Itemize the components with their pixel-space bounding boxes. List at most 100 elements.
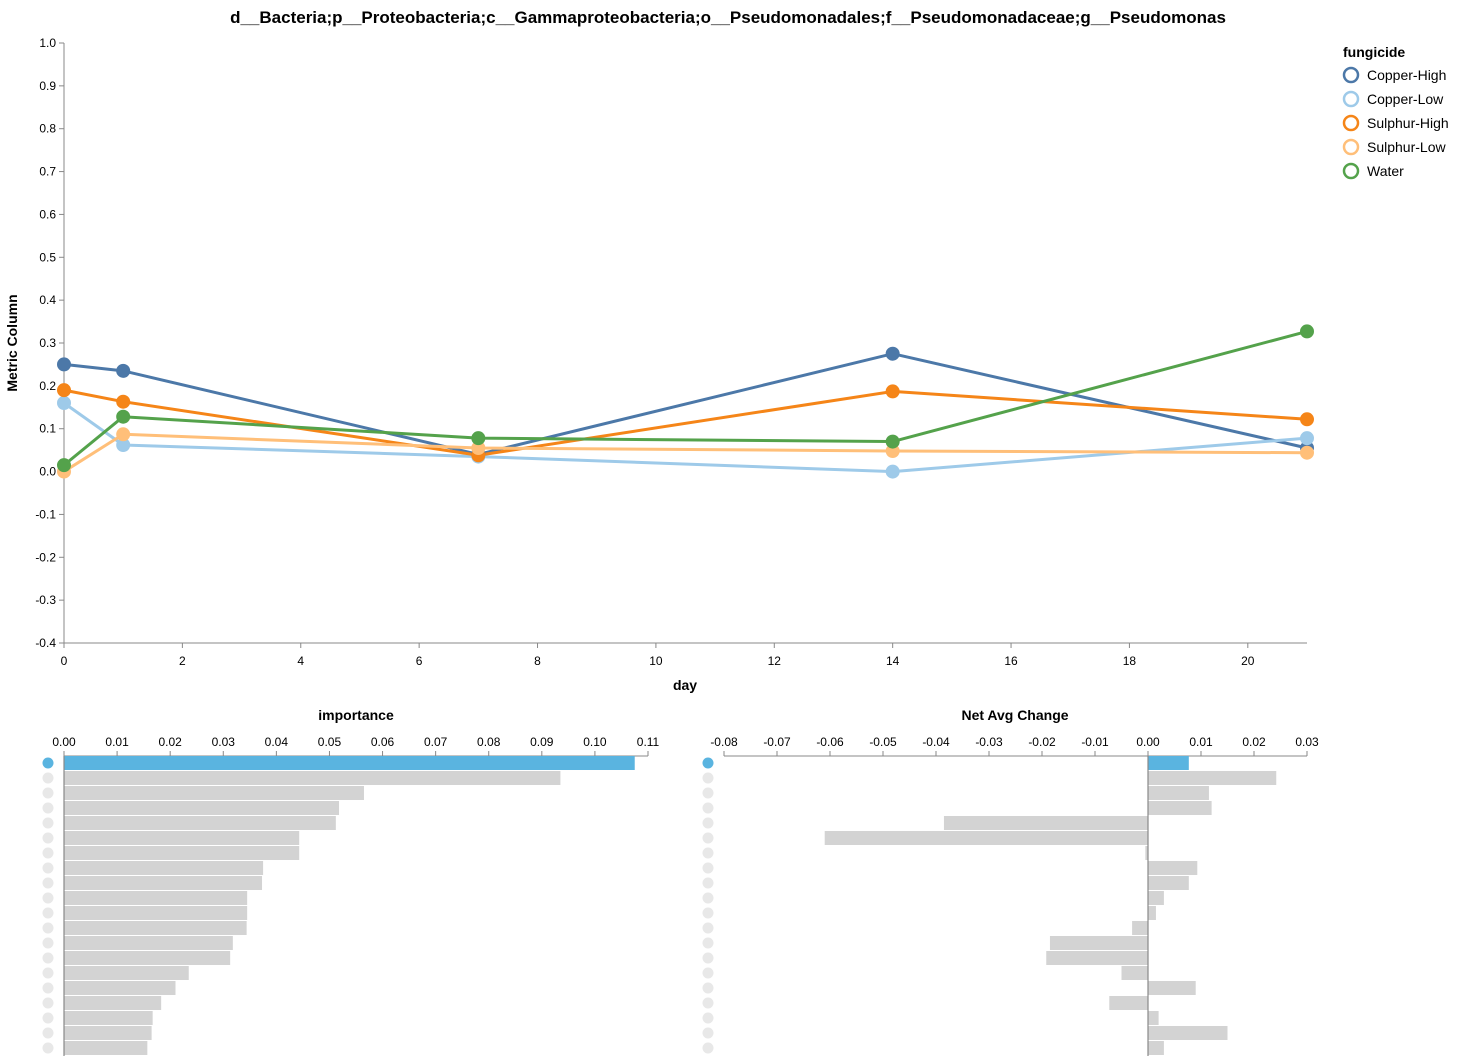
legend-label: Sulphur-High bbox=[1367, 115, 1449, 131]
x-tick-label: 10 bbox=[649, 654, 663, 668]
bar-axis-tick-label: 0.02 bbox=[159, 735, 183, 749]
bar-axis-tick-label: -0.07 bbox=[763, 735, 791, 749]
row-selector-dot[interactable] bbox=[702, 982, 714, 994]
bar-axis-tick-label: 0.03 bbox=[212, 735, 236, 749]
row-selector-dot[interactable] bbox=[702, 907, 714, 919]
legend-symbol bbox=[1342, 114, 1360, 132]
data-point-copper-low bbox=[885, 464, 900, 479]
bar bbox=[1148, 786, 1209, 800]
row-selector-dot[interactable] bbox=[702, 847, 714, 859]
bar bbox=[1148, 1026, 1228, 1040]
data-point-water bbox=[471, 431, 486, 446]
x-tick-label: 14 bbox=[886, 654, 900, 668]
bar-axis-tick-label: 0.02 bbox=[1242, 735, 1266, 749]
row-selector-dot[interactable] bbox=[702, 877, 714, 889]
x-tick-label: 0 bbox=[61, 654, 68, 668]
bar bbox=[1148, 876, 1189, 890]
y-tick-label: 0.9 bbox=[39, 79, 56, 93]
bar bbox=[1049, 936, 1148, 950]
row-selector-dot[interactable] bbox=[42, 982, 54, 994]
row-selector-dot[interactable] bbox=[702, 1012, 714, 1024]
row-selector-dot[interactable] bbox=[42, 997, 54, 1009]
row-selector-dot[interactable] bbox=[42, 802, 54, 814]
legend-label: Sulphur-Low bbox=[1367, 139, 1446, 155]
bar-axis-tick-label: 0.00 bbox=[52, 735, 76, 749]
line-chart: d__Bacteria;p__Proteobacteria;c__Gammapr… bbox=[4, 8, 1314, 693]
y-tick-label: 0.6 bbox=[39, 207, 56, 221]
legend-title: fungicide bbox=[1343, 44, 1405, 60]
row-selector-dot[interactable] bbox=[702, 952, 714, 964]
y-axis-label: Metric Column bbox=[4, 294, 20, 391]
row-selector-dot[interactable] bbox=[42, 937, 54, 949]
row-selector-dot[interactable] bbox=[702, 892, 714, 904]
row-selector-dot[interactable] bbox=[702, 862, 714, 874]
row-selector-dot[interactable] bbox=[42, 832, 54, 844]
series-line-copper-low bbox=[63, 401, 1308, 474]
selected-row-dot[interactable] bbox=[702, 757, 714, 769]
row-selector-dot[interactable] bbox=[702, 937, 714, 949]
bar bbox=[64, 891, 248, 905]
series-group bbox=[57, 324, 1314, 479]
data-point-water bbox=[1300, 324, 1314, 339]
row-selector-dot[interactable] bbox=[702, 817, 714, 829]
row-selector-dot[interactable] bbox=[702, 787, 714, 799]
y-tick-label: 0.8 bbox=[39, 122, 56, 136]
row-selector-dot[interactable] bbox=[702, 1042, 714, 1054]
row-selector-dot[interactable] bbox=[42, 1027, 54, 1039]
bar bbox=[1148, 1011, 1159, 1025]
bar-axis-tick-label: -0.05 bbox=[869, 735, 897, 749]
row-selector-dot[interactable] bbox=[42, 772, 54, 784]
row-selector-dot[interactable] bbox=[702, 802, 714, 814]
x-tick-label: 2 bbox=[179, 654, 186, 668]
bar bbox=[64, 921, 247, 935]
bar-axis-tick-label: 0.07 bbox=[424, 735, 448, 749]
importance-axis: 0.00 0.01 0.02 0.03 0.04 0.05 0.06 0.07 0.08 0.09… bbox=[52, 735, 660, 757]
data-point-copper-high bbox=[116, 363, 131, 378]
bar bbox=[1148, 801, 1212, 815]
row-selector-dot[interactable] bbox=[42, 817, 54, 829]
bar bbox=[1109, 996, 1148, 1010]
y-tick-label: -0.1 bbox=[35, 507, 56, 521]
y-tick-label: 0.4 bbox=[39, 293, 56, 307]
bar-axis-tick-label: 0.01 bbox=[1189, 735, 1213, 749]
bar-axis-tick-label: 0.11 bbox=[637, 735, 660, 749]
row-selector-dot[interactable] bbox=[42, 892, 54, 904]
row-selector-dot[interactable] bbox=[702, 832, 714, 844]
row-selector-dot[interactable] bbox=[42, 862, 54, 874]
bar bbox=[64, 981, 176, 995]
bar bbox=[64, 816, 336, 830]
row-selector-dot[interactable] bbox=[702, 1027, 714, 1039]
bar bbox=[64, 1011, 153, 1025]
bar bbox=[64, 801, 340, 815]
line-chart-title: d__Bacteria;p__Proteobacteria;c__Gammapr… bbox=[230, 8, 1226, 27]
x-tick-label: 4 bbox=[297, 654, 304, 668]
row-selector-dot[interactable] bbox=[42, 922, 54, 934]
row-selector-dot[interactable] bbox=[702, 922, 714, 934]
row-selector-dot[interactable] bbox=[702, 772, 714, 784]
bar bbox=[1121, 966, 1148, 980]
row-selector-dot[interactable] bbox=[42, 1042, 54, 1054]
data-point-water bbox=[885, 434, 900, 449]
row-selector-dot[interactable] bbox=[702, 997, 714, 1009]
data-point-copper-low bbox=[57, 396, 71, 410]
row-selector-dot[interactable] bbox=[42, 1012, 54, 1024]
legend-symbol bbox=[1342, 162, 1360, 180]
y-tick-label: -0.3 bbox=[35, 593, 56, 607]
row-selector-dot[interactable] bbox=[42, 952, 54, 964]
net-avg-change-bars bbox=[824, 756, 1277, 1056]
x-axis: 0 2 4 6 8 10 12 14 16 18 20 bbox=[61, 642, 1307, 668]
bar-axis-tick-label: 0.01 bbox=[105, 735, 129, 749]
row-selector-dot[interactable] bbox=[42, 967, 54, 979]
row-selector-dot[interactable] bbox=[42, 787, 54, 799]
row-selector-dot[interactable] bbox=[42, 847, 54, 859]
row-selector-dot[interactable] bbox=[42, 907, 54, 919]
x-axis-label: day bbox=[673, 677, 697, 693]
row-selector-dot[interactable] bbox=[42, 877, 54, 889]
selected-row-dot[interactable] bbox=[42, 757, 54, 769]
row-selector-dot[interactable] bbox=[702, 967, 714, 979]
bar-axis-tick-label: -0.02 bbox=[1028, 735, 1056, 749]
y-tick-label: -0.4 bbox=[35, 636, 56, 650]
bar-axis-tick-label: 0.05 bbox=[318, 735, 342, 749]
importance-chart: importance 0.00 0.01 0.02 0.03 0.04 0.05 0.06 0… bbox=[42, 707, 660, 1056]
y-axis: 1.0 0.9 0.8 0.7 0.6 0.5 0.4 0.3 0.2 0.1 0.0 -0.1 -0.… bbox=[35, 36, 65, 650]
